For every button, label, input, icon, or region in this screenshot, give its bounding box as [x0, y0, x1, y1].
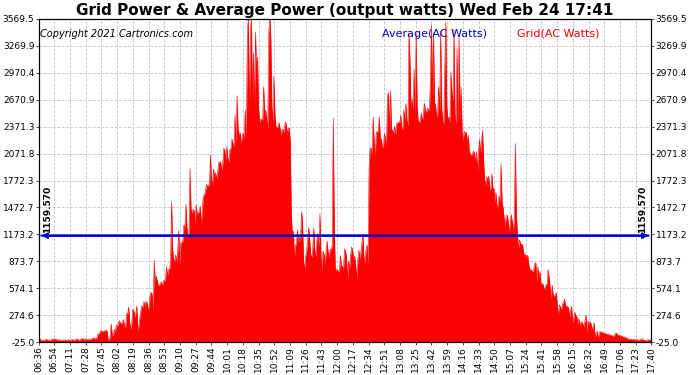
Text: 1159.570: 1159.570: [43, 186, 52, 233]
Title: Grid Power & Average Power (output watts) Wed Feb 24 17:41: Grid Power & Average Power (output watts…: [77, 3, 613, 18]
Text: Copyright 2021 Cartronics.com: Copyright 2021 Cartronics.com: [40, 28, 193, 39]
Text: Average(AC Watts): Average(AC Watts): [382, 28, 486, 39]
Text: Grid(AC Watts): Grid(AC Watts): [517, 28, 599, 39]
Text: 1159.570: 1159.570: [638, 186, 647, 233]
